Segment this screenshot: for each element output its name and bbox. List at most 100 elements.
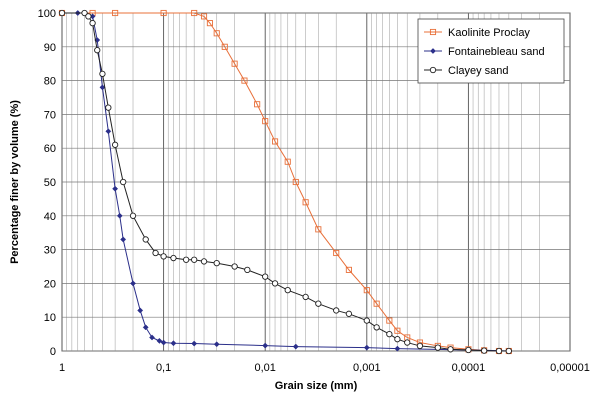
data-point <box>394 327 401 334</box>
data-point <box>302 199 309 206</box>
data-point <box>89 19 96 27</box>
data-point <box>262 342 269 349</box>
data-point <box>160 9 167 17</box>
x-tick-label: 0,1 <box>156 362 171 374</box>
x-tick-label: 0,001 <box>353 362 381 374</box>
data-point <box>182 256 190 263</box>
legend-item: Fontainebleau sand <box>424 46 545 58</box>
data-point <box>112 185 119 192</box>
y-tick-label: 80 <box>44 76 56 88</box>
data-point <box>191 340 198 347</box>
y-tick-label: 90 <box>44 42 56 54</box>
data-point <box>129 212 137 219</box>
data-point <box>404 339 411 346</box>
data-point <box>373 300 380 307</box>
data-point <box>213 341 220 348</box>
data-point <box>394 336 401 343</box>
legend-item: Clayey sand <box>424 65 509 77</box>
data-point <box>241 77 248 84</box>
x-tick-label: 0,01 <box>254 362 275 374</box>
data-point <box>302 293 309 301</box>
data-point <box>271 138 279 145</box>
data-point <box>81 9 88 17</box>
data-point <box>120 178 127 186</box>
data-point <box>213 30 220 37</box>
data-point <box>363 344 370 351</box>
data-point <box>386 317 393 324</box>
data-point <box>345 266 352 273</box>
y-axis-title: Percentage finer by volume (%) <box>9 100 21 264</box>
legend-box <box>417 18 565 84</box>
x-axis: 1 0,1 0,01 0,001 0,0001 0,00001 <box>59 362 590 374</box>
x-tick-label: 1 <box>59 362 65 374</box>
data-point <box>99 70 106 77</box>
x-tick-label: 0,0001 <box>452 362 486 374</box>
data-point <box>191 256 198 263</box>
data-point <box>244 266 251 274</box>
data-point <box>363 317 370 324</box>
legend-marker <box>429 28 437 36</box>
data-point <box>130 280 136 287</box>
data-point <box>142 236 149 243</box>
legend-item: Kaolinite Proclay <box>424 27 530 39</box>
legend-label: Fontainebleau sand <box>448 46 545 58</box>
data-point <box>231 263 238 270</box>
data-point <box>170 340 177 347</box>
data-point <box>292 178 299 186</box>
data-point <box>116 212 123 219</box>
data-point <box>160 253 167 260</box>
data-point <box>416 342 424 350</box>
data-point <box>292 343 299 350</box>
grid <box>62 12 571 352</box>
data-point <box>149 334 155 341</box>
x-tick-label: 0,00001 <box>550 362 590 374</box>
data-point <box>505 347 512 355</box>
data-point <box>231 60 238 67</box>
legend: Kaolinite Proclay Fontainebleau sand Claye… <box>417 18 565 84</box>
legend-marker <box>429 66 437 74</box>
data-point <box>373 324 380 331</box>
data-point <box>111 141 119 148</box>
data-point <box>495 347 503 355</box>
data-point <box>262 273 269 280</box>
data-point <box>262 118 269 125</box>
data-point <box>156 337 163 344</box>
y-tick-label: 100 <box>38 8 56 20</box>
data-point <box>120 236 127 243</box>
y-tick-label: 20 <box>44 278 56 290</box>
data-point <box>58 9 66 17</box>
data-point <box>333 249 340 257</box>
data-point <box>105 128 112 135</box>
y-axis: 0 10 20 30 40 50 60 70 80 90 100 <box>38 8 56 358</box>
data-point <box>465 346 472 354</box>
data-point <box>386 330 393 338</box>
data-point <box>105 104 112 111</box>
data-point <box>394 345 401 352</box>
data-point <box>142 324 149 331</box>
x-axis-title: Grain size (mm) <box>275 380 358 392</box>
y-tick-label: 10 <box>44 312 56 324</box>
series-layer <box>58 9 512 355</box>
data-point <box>434 344 441 351</box>
data-point <box>480 347 488 354</box>
data-point <box>94 47 101 54</box>
data-point <box>254 101 261 108</box>
y-tick-label: 30 <box>44 245 56 257</box>
data-point <box>221 43 228 50</box>
data-point <box>271 280 279 287</box>
data-point <box>363 287 370 294</box>
data-point <box>345 310 353 317</box>
y-tick-label: 0 <box>50 346 56 358</box>
y-tick-label: 50 <box>44 177 56 189</box>
data-point <box>284 158 291 165</box>
data-point <box>206 20 213 27</box>
y-tick-label: 40 <box>44 211 56 223</box>
data-point <box>200 13 208 20</box>
y-tick-label: 70 <box>44 109 56 121</box>
data-point <box>85 13 92 20</box>
data-point <box>137 307 144 314</box>
data-point <box>213 259 220 267</box>
data-point <box>284 287 291 294</box>
data-point <box>315 226 322 233</box>
